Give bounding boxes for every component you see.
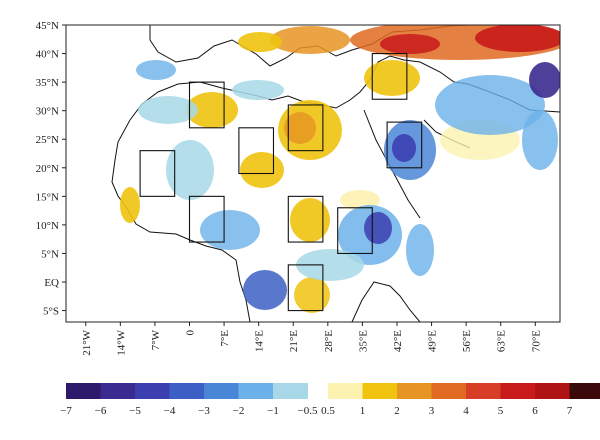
colorbar-segment <box>204 383 239 399</box>
colorbar-tick-label: −1 <box>267 405 279 417</box>
lon-tick-label: 21°E <box>288 330 300 352</box>
colorbar-segment <box>569 383 600 399</box>
map-panel <box>66 25 560 322</box>
cool-anomalies <box>136 60 560 310</box>
colorbar-tick-label: 7 <box>567 405 573 417</box>
analysis-box <box>238 127 275 175</box>
analysis-box <box>287 104 324 152</box>
analysis-box <box>337 207 373 255</box>
analysis-box <box>371 53 408 100</box>
colorbar-segment <box>466 383 501 399</box>
colorbar-segment <box>100 383 136 399</box>
colorbar-tick-label: −4 <box>164 405 176 417</box>
colorbar-tick-label: −3 <box>198 405 210 417</box>
colorbar-tick-label: 4 <box>463 405 469 417</box>
colorbar-segment <box>273 383 308 399</box>
analysis-box <box>287 264 324 312</box>
lon-tick-label: 14°E <box>254 330 266 352</box>
lon-tick-label: 7°W <box>150 329 162 350</box>
colorbar-segment <box>66 383 101 399</box>
latitude-axis: 45°N 40°N 35°N 30°N 25°N 20°N 15°N 10°N 5°N EQ 5°S <box>36 20 66 318</box>
colorbar-segment <box>397 383 432 399</box>
analysis-box <box>287 195 324 243</box>
lon-tick-label: 56°E <box>461 330 473 352</box>
lon-tick-label: 14°W <box>115 329 127 355</box>
lat-tick-label: 20°N <box>36 163 59 175</box>
colorbar-unit-label: C <box>571 382 578 394</box>
colorbar-segment <box>500 383 536 399</box>
map-frame <box>65 24 561 323</box>
colorbar-segment <box>135 383 170 399</box>
colorbar-segment <box>169 383 205 399</box>
lon-tick-label: 28°E <box>323 330 335 352</box>
lat-tick-label: 10°N <box>36 220 59 232</box>
analysis-box <box>188 195 225 243</box>
lon-tick-label: 35°E <box>357 330 369 352</box>
colorbar-tick-label: 2 <box>394 405 400 417</box>
lat-tick-label: 30°N <box>36 106 59 118</box>
lon-tick-label: 42°E <box>392 330 404 352</box>
colorbar-tick-label: −7 <box>60 405 72 417</box>
colorbar-tick-label: −2 <box>233 405 245 417</box>
lat-tick-label: 45°N <box>36 20 59 32</box>
colorbar-tick-label: 1 <box>360 405 366 417</box>
lon-tick-label: 21°W <box>81 329 93 355</box>
colorbar-tick-label: −6 <box>95 405 107 417</box>
analysis-boxes <box>139 53 423 312</box>
lat-tick-label: 25°N <box>36 134 59 146</box>
analysis-box <box>188 81 225 129</box>
lat-tick-label: 15°N <box>36 191 59 203</box>
lon-tick-label: 63°E <box>496 330 508 352</box>
longitude-axis: 21°W 14°W 7°W 0 7°E 14°E 21°E 28°E 35°E 42°E 49°E 5… <box>81 322 542 356</box>
colorbar-segment <box>535 383 570 399</box>
colorbar-tick-label: −5 <box>129 405 141 417</box>
colorbar-segment <box>238 383 274 399</box>
colorbar-tick-label: −0.5 <box>298 405 318 417</box>
colorbar-segment <box>431 383 467 399</box>
lat-tick-label: 5°S <box>43 306 59 318</box>
lat-tick-label: 35°N <box>36 77 59 89</box>
lat-tick-label: 40°N <box>36 49 59 61</box>
analysis-box <box>139 150 176 197</box>
lon-tick-label: 70°E <box>530 330 542 352</box>
analysis-box <box>386 121 423 169</box>
lat-tick-label: 5°N <box>41 248 59 260</box>
colorbar-tick-label: 5 <box>498 405 504 417</box>
lon-tick-label: 7°E <box>219 330 231 347</box>
lon-tick-label: 49°E <box>427 330 439 352</box>
lat-tick-label: EQ <box>44 277 59 289</box>
colorbar-segment <box>328 383 363 399</box>
colorbar-segment <box>362 383 398 399</box>
lon-tick-label: 0 <box>185 330 197 336</box>
colorbar: −7 −6 −5 −4 −3 −2 −1 −0.5 0.5 1 2 3 4 5 6 7 <box>60 383 600 417</box>
colorbar-tick-label: 6 <box>532 405 538 417</box>
warm-anomalies <box>120 25 560 313</box>
colorbar-tick-label: 3 <box>429 405 435 417</box>
colorbar-tick-label: 0.5 <box>321 405 335 417</box>
